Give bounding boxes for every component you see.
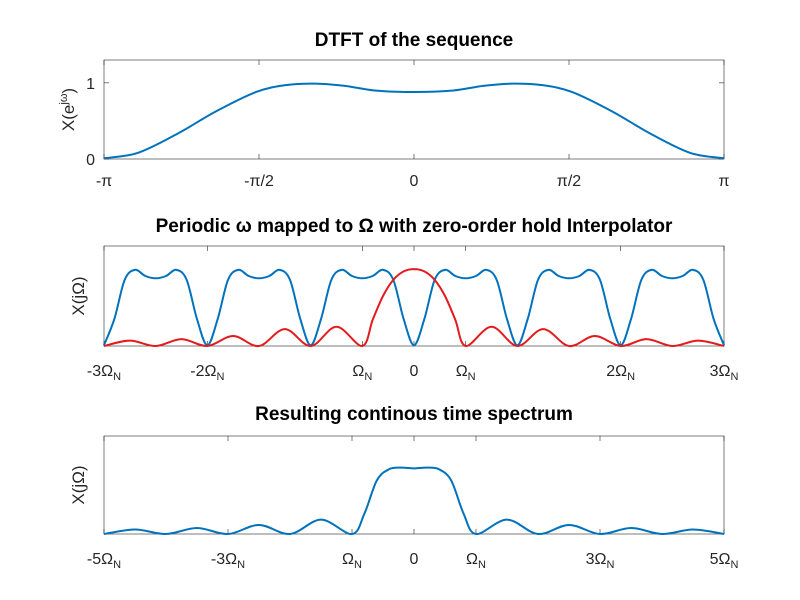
x-tick-label: 3ΩN xyxy=(710,363,739,383)
series-line-0 xyxy=(103,466,725,536)
x-tick-label: -π/2 xyxy=(244,173,274,190)
y-axis-label: X(jΩ) xyxy=(69,276,88,315)
y-axis-label-base: X(jΩ) xyxy=(69,465,88,504)
x-tick-subscript: N xyxy=(364,371,372,383)
x-tick-subscript: N xyxy=(730,559,738,571)
x-tick-label: 2ΩN xyxy=(606,363,635,383)
panel-continuous-spectrum: -5ΩN -3ΩN ΩN 0 ΩN 3ΩN 5ΩN Resulting continous t… xyxy=(69,404,738,571)
x-tick-subscript: N xyxy=(216,371,224,383)
y-axis-label: X(jΩ) xyxy=(69,465,88,504)
y-axis-label-superscript: jω xyxy=(58,93,70,105)
x-tick-subscript: N xyxy=(354,559,362,571)
x-tick-label: -π xyxy=(96,173,112,190)
x-tick-label: -5ΩN xyxy=(87,551,121,571)
x-tick-label: -2ΩN xyxy=(190,363,224,383)
x-tick-subscript: N xyxy=(478,559,486,571)
y-axis-label: X(ejω) xyxy=(58,88,78,131)
series-line-0 xyxy=(103,82,725,160)
x-tick-label: 0 xyxy=(410,173,419,190)
x-tick-label: π/2 xyxy=(557,173,581,190)
x-tick-label: -3ΩN xyxy=(211,551,245,571)
x-tick-label: ΩN xyxy=(456,363,476,383)
series-line-1 xyxy=(103,268,725,348)
axes-frame xyxy=(103,435,725,535)
x-tick-label: -3ΩN xyxy=(87,363,121,383)
y-axis-label-close: ) xyxy=(59,88,78,94)
x-tick-label: ΩN xyxy=(352,363,372,383)
x-tick-label: ΩN xyxy=(342,551,362,571)
x-tick-subscript: N xyxy=(113,559,121,571)
axes-frame xyxy=(103,59,725,160)
x-tick-subscript: N xyxy=(113,371,121,383)
x-tick-subscript: N xyxy=(606,559,614,571)
x-tick-label: 3ΩN xyxy=(586,551,615,571)
chart-title: Resulting continous time spectrum xyxy=(255,404,573,425)
x-tick-label: 0 xyxy=(410,551,419,568)
x-tick-subscript: N xyxy=(730,371,738,383)
axes-frame xyxy=(103,245,725,347)
x-tick-subscript: N xyxy=(468,371,476,383)
y-tick-label: 0 xyxy=(86,152,95,169)
x-tick-label: 5ΩN xyxy=(710,551,739,571)
panel-dtft: -π -π/2 0 π/2 π 0 1 DTFT of the sequence X(ejω) xyxy=(58,30,730,190)
y-axis-label-base: X(jΩ) xyxy=(69,276,88,315)
y-tick-label: 1 xyxy=(86,76,95,93)
chart-title: Periodic ω mapped to Ω with zero-order h… xyxy=(156,216,673,237)
x-tick-label: 0 xyxy=(410,363,419,380)
x-tick-label: ΩN xyxy=(466,551,486,571)
x-tick-subscript: N xyxy=(237,559,245,571)
chart-title: DTFT of the sequence xyxy=(315,30,513,51)
x-tick-subscript: N xyxy=(627,371,635,383)
x-tick-label: π xyxy=(718,173,729,190)
panel-periodic-zoh: -3ΩN -2ΩN ΩN 0 ΩN 2ΩN 3ΩN Periodic ω mapped to … xyxy=(69,216,738,383)
y-axis-label-base: X(e xyxy=(59,105,78,131)
